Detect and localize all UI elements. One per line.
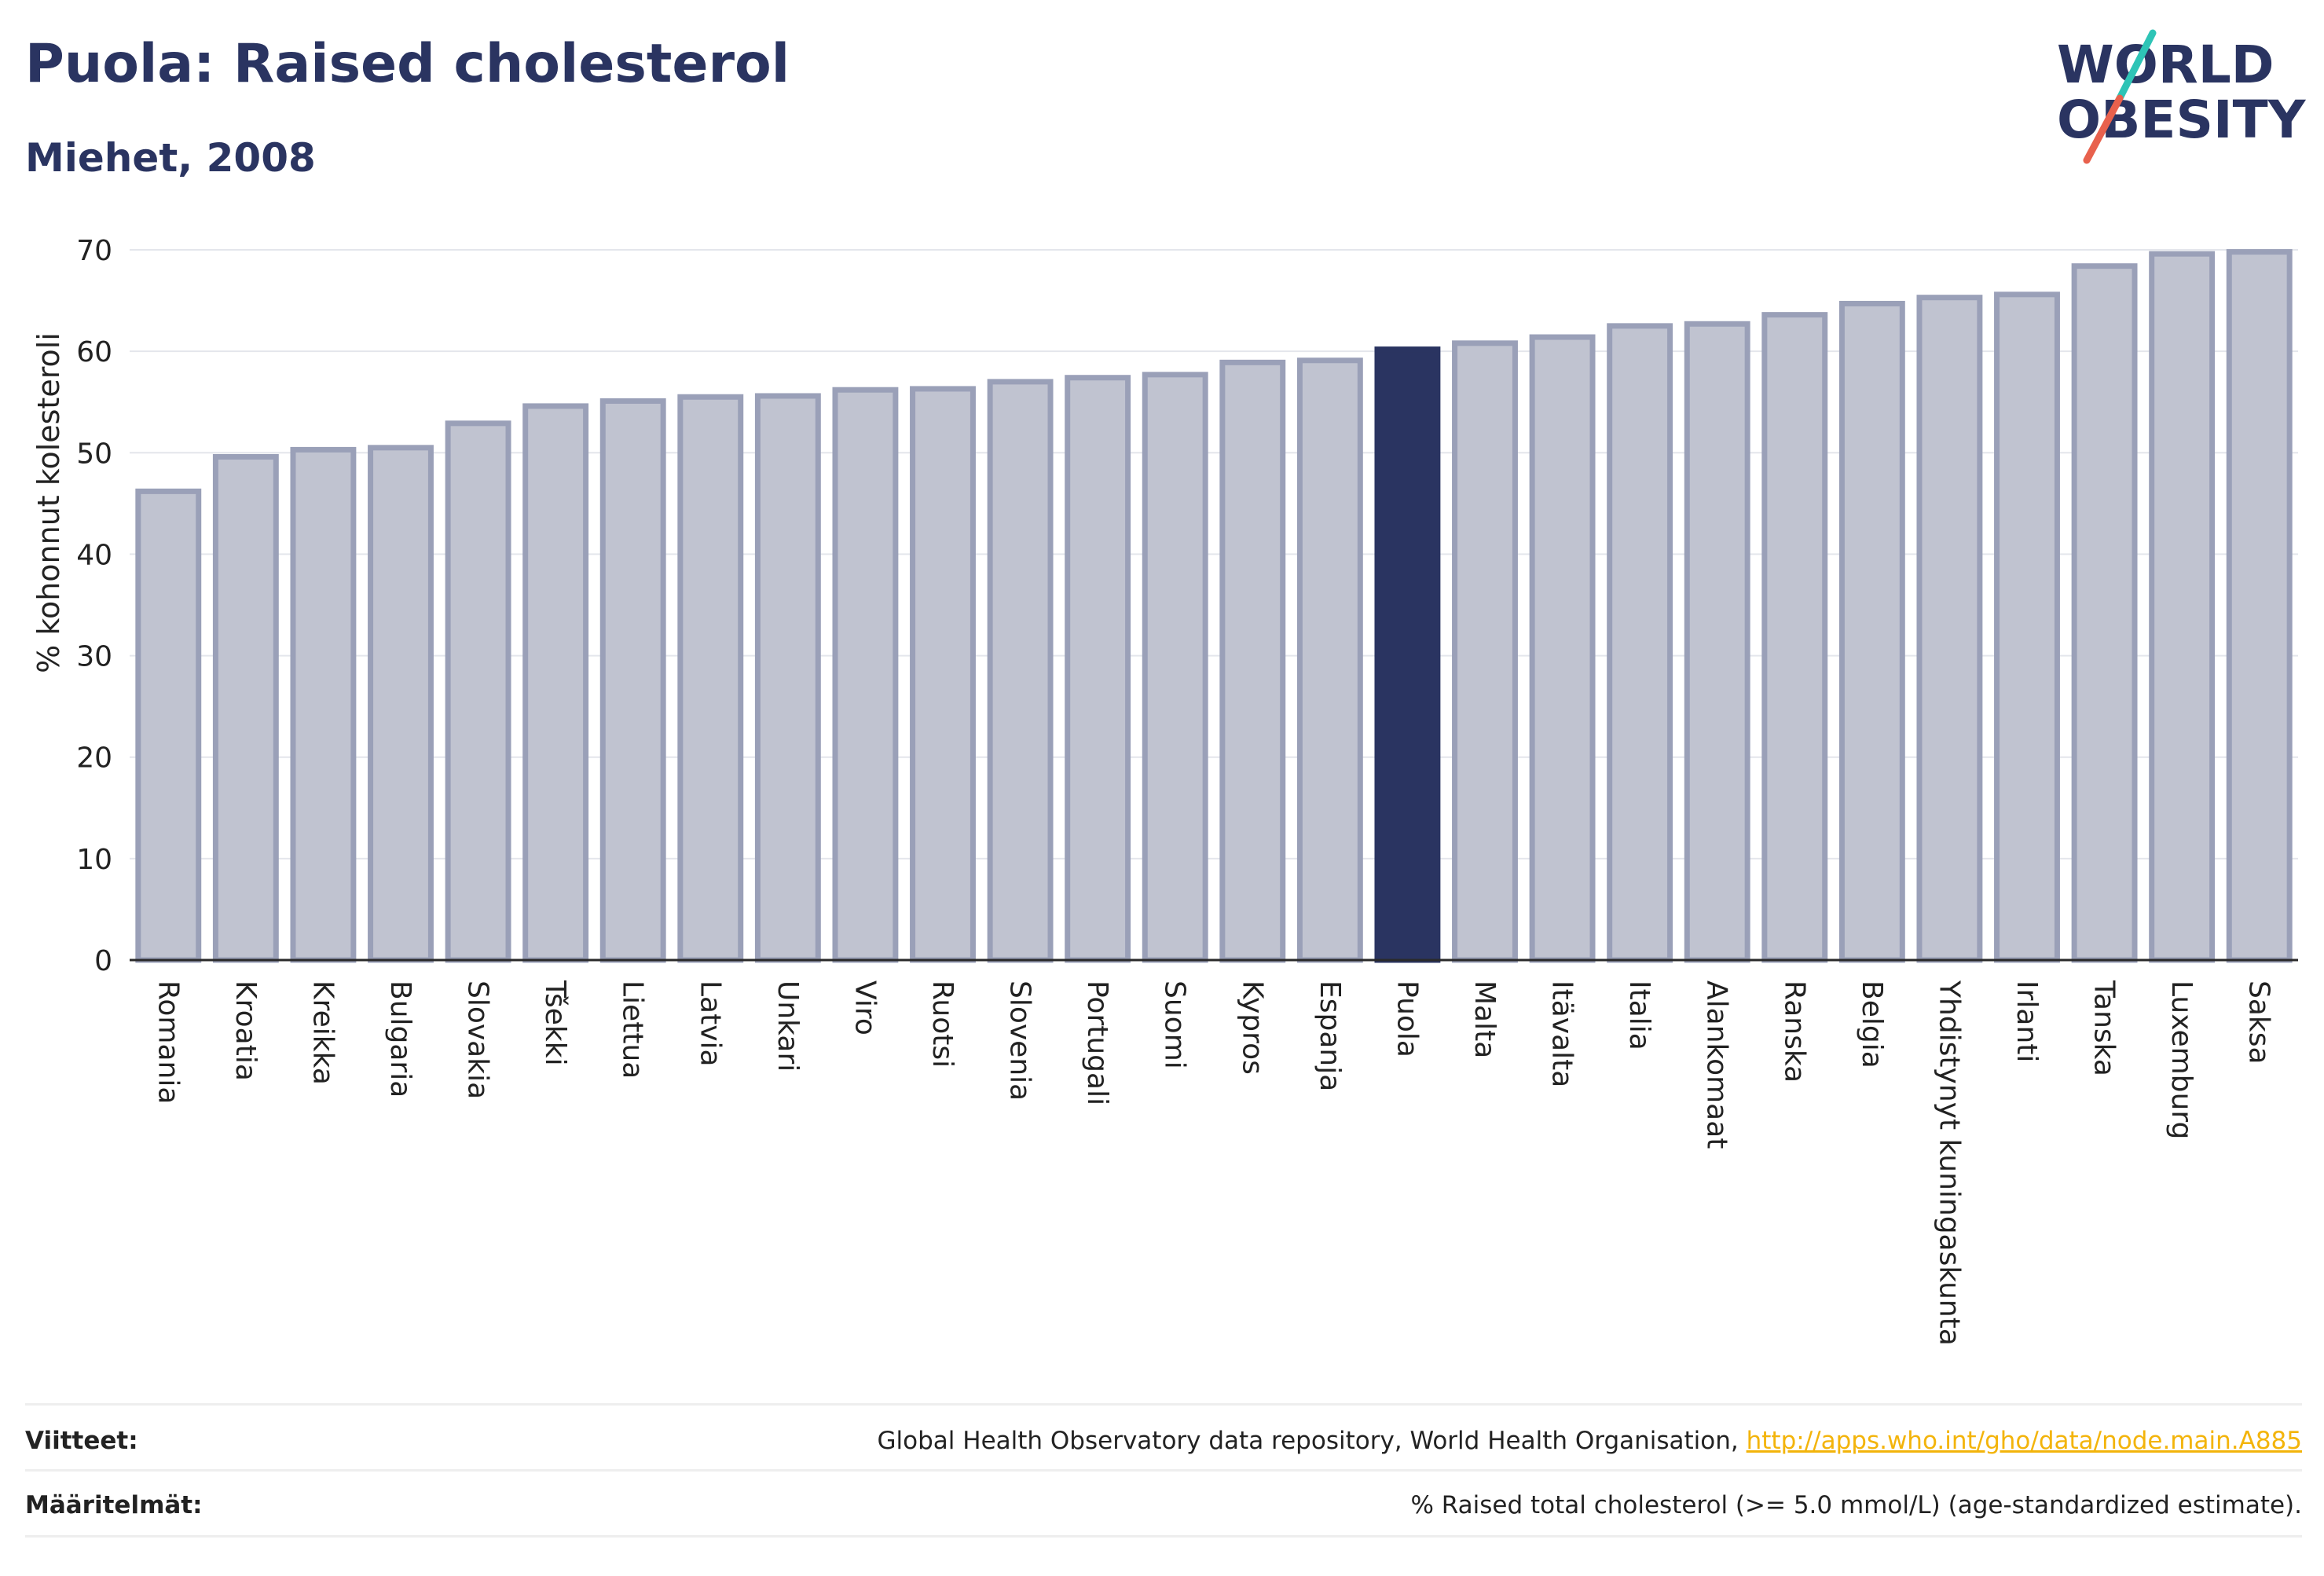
x-tick-label: Slovakia (462, 980, 494, 1099)
x-tick-label: Liettua (617, 980, 649, 1079)
logo-slash-top (2116, 29, 2157, 102)
bar-saksa (2226, 249, 2293, 963)
x-tick-label: Unkari (772, 980, 804, 1072)
bar-alankomaat (1684, 321, 1750, 963)
bar-italia (1607, 323, 1673, 963)
y-tick-label: 50 (76, 438, 112, 470)
bar-tšekki (522, 403, 589, 963)
x-tick-label: Latvia (694, 980, 726, 1067)
x-tick-label: Ranska (1778, 980, 1810, 1083)
x-tick-label: Yhdistynyt kuningaskunta (1933, 980, 1965, 1346)
y-tick-label: 60 (76, 336, 112, 368)
bar-bulgaria (368, 445, 434, 963)
logo-slash-bottom (2083, 94, 2124, 164)
x-tick-label: Kreikka (306, 980, 339, 1085)
x-tick-label: Itävalta (1546, 980, 1578, 1087)
bar-irlanti (1994, 291, 2060, 963)
bar-romania (135, 488, 202, 963)
x-tick-label: Romania (152, 980, 184, 1104)
bar-ranska (1761, 312, 1828, 963)
footer-divider-middle (25, 1469, 2302, 1472)
bar-puola (1374, 346, 1441, 963)
x-tick-label: Bulgaria (384, 980, 416, 1098)
world-obesity-logo: WORLD OBESITY (2057, 29, 2307, 164)
bar-portugali (1065, 375, 1131, 963)
bar-kypros (1219, 359, 1286, 963)
bar-kroatia (212, 453, 279, 963)
y-tick-label: 10 (76, 844, 112, 876)
x-tick-label: Suomi (1159, 980, 1191, 1069)
x-tick-label: Alankomaat (1701, 980, 1733, 1149)
x-tick-label: Tanska (2088, 980, 2121, 1076)
page-subtitle: Miehet, 2008 (25, 135, 316, 181)
bar-yhdistynyt-kuningaskunta (1916, 295, 1983, 963)
y-tick-label: 30 (76, 641, 112, 673)
bar-slovakia (445, 420, 511, 963)
bar-espanja (1296, 357, 1363, 963)
x-tick-label: Puola (1391, 980, 1423, 1057)
footer-sources-row: Viitteet: Global Health Observatory data… (25, 1408, 2302, 1474)
sources-text: Global Health Observatory data repositor… (877, 1427, 1747, 1455)
x-tick-label: Kypros (1236, 980, 1268, 1075)
sources-value: Global Health Observatory data repositor… (878, 1427, 2302, 1455)
x-tick-label: Luxemburg (2165, 980, 2198, 1139)
x-tick-label: Italia (1623, 980, 1655, 1050)
x-tick-label: Malta (1468, 980, 1501, 1058)
x-tick-label: Viro (849, 980, 881, 1035)
bar-itävalta (1529, 334, 1596, 963)
x-tick-label: Kroatia (229, 980, 262, 1081)
bar-belgia (1838, 300, 1905, 963)
definitions-text: % Raised total cholesterol (>= 5.0 mmol/… (1410, 1491, 2302, 1519)
footer-definitions-row: Määritelmät: % Raised total cholesterol … (25, 1472, 2302, 1538)
bar-liettua (599, 398, 666, 963)
logo-line-1: WORLD (2057, 35, 2275, 95)
sources-link[interactable]: http://apps.who.int/gho/data/node.main.A… (1746, 1427, 2302, 1455)
x-tick-label: Portugali (1081, 980, 1113, 1105)
bar-malta (1452, 340, 1518, 963)
x-tick-label: Tšekki (539, 980, 571, 1066)
bar-latvia (677, 394, 744, 963)
bar-luxemburg (2149, 251, 2216, 963)
bar-ruotsi (910, 386, 976, 963)
sources-label: Viitteet: (25, 1427, 138, 1455)
bar-viro (832, 387, 899, 963)
definitions-label: Määritelmät: (25, 1491, 203, 1519)
x-tick-label: Irlanti (2011, 980, 2043, 1062)
page-title: Puola: Raised cholesterol (25, 33, 790, 95)
x-tick-label: Belgia (1856, 980, 1888, 1068)
bar-tanska (2071, 263, 2138, 963)
bar-unkari (754, 393, 821, 963)
y-tick-label: 20 (76, 742, 112, 775)
bar-slovenia (987, 379, 1054, 963)
bar-kreikka (290, 446, 357, 963)
y-tick-label: 0 (94, 945, 112, 977)
footer-divider-top (25, 1403, 2302, 1406)
bar-chart: 0 10 20 30 40 50 60 70 Romania Kroatia Kreikka Bulg… (76, 235, 2298, 1346)
footer-divider-bottom (25, 1535, 2302, 1538)
x-tick-label: Saksa (2243, 980, 2275, 1065)
y-tick-label: 40 (76, 539, 112, 571)
x-tick-label: Espanja (1314, 980, 1346, 1091)
y-tick-label: 70 (76, 235, 112, 267)
x-tick-label: Ruotsi (926, 980, 959, 1068)
x-tick-label: Slovenia (1004, 980, 1036, 1101)
bar-suomi (1142, 372, 1208, 963)
